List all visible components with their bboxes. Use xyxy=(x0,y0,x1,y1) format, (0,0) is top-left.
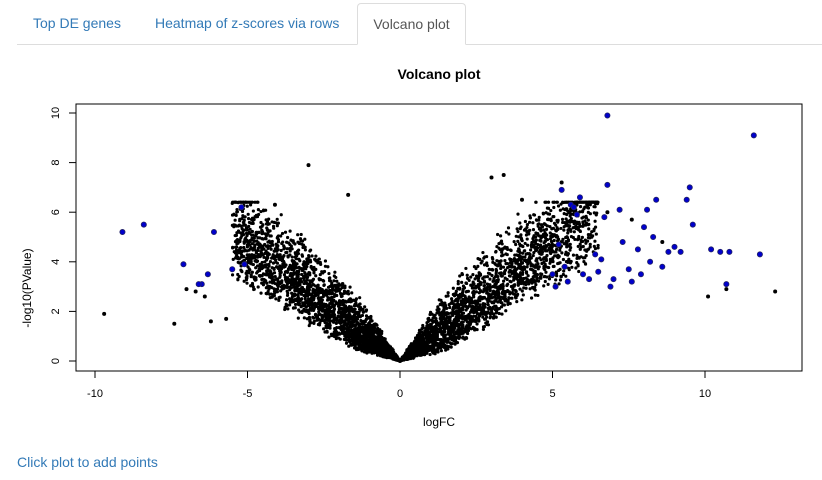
y-tick-label: 10 xyxy=(50,107,62,119)
highlighted-point xyxy=(610,276,617,283)
y-axis-label: -log10(PValue) xyxy=(20,248,34,327)
data-point xyxy=(224,316,229,321)
highlighted-point xyxy=(238,204,245,211)
data-point xyxy=(605,210,610,215)
highlighted-point xyxy=(683,196,690,203)
highlighted-point xyxy=(561,263,568,270)
data-point xyxy=(184,287,189,292)
highlighted-point xyxy=(677,248,684,255)
x-axis-label: logFC xyxy=(423,415,455,429)
tab-volcano-plot[interactable]: Volcano plot xyxy=(357,3,466,45)
data-point xyxy=(398,359,402,363)
highlighted-point xyxy=(195,281,202,288)
tab-heatmap-z-scores[interactable]: Heatmap of z-scores via rows xyxy=(155,15,340,31)
highlighted-point xyxy=(555,241,562,248)
y-tick-label: 8 xyxy=(50,160,62,166)
highlighted-point xyxy=(644,206,651,213)
highlighted-point xyxy=(119,229,126,236)
highlighted-point xyxy=(756,251,763,258)
highlighted-point xyxy=(140,221,147,228)
highlighted-point xyxy=(634,246,641,253)
data-point xyxy=(724,287,729,292)
highlighted-point xyxy=(241,261,248,268)
y-tick-label: 2 xyxy=(50,308,62,314)
x-tick-label: 5 xyxy=(549,388,555,400)
data-point xyxy=(202,294,207,299)
data-point xyxy=(520,197,524,202)
highlighted-point xyxy=(750,132,757,139)
x-axis: -10 -5 0 5 10 xyxy=(87,370,711,400)
highlighted-point xyxy=(549,271,556,278)
x-tick-label: -10 xyxy=(87,388,103,400)
highlighted-point xyxy=(586,276,593,283)
highlighted-point xyxy=(204,271,211,278)
x-tick-label: 10 xyxy=(699,388,711,400)
highlighted-point xyxy=(604,112,611,119)
data-point xyxy=(489,175,494,180)
highlighted-point xyxy=(659,263,666,270)
data-point xyxy=(501,173,506,177)
add-points-hint[interactable]: Click plot to add points xyxy=(17,454,158,470)
highlighted-point xyxy=(637,271,644,278)
highlighted-point xyxy=(616,206,623,213)
highlighted-point xyxy=(570,204,577,211)
data-point xyxy=(306,163,311,168)
y-tick-label: 4 xyxy=(50,259,62,265)
highlighted-point xyxy=(717,248,724,255)
x-tick-label: 0 xyxy=(397,388,403,400)
highlighted-point xyxy=(598,256,605,263)
plot-title: Volcano plot xyxy=(398,66,481,82)
data-point xyxy=(773,289,778,294)
data-point xyxy=(208,319,213,324)
highlighted-point xyxy=(552,283,559,290)
highlighted-point xyxy=(653,196,660,203)
highlighted-point xyxy=(650,233,657,240)
data-point xyxy=(629,217,634,222)
highlighted-point xyxy=(558,186,565,193)
highlighted-point xyxy=(641,224,648,231)
highlighted-point xyxy=(229,266,236,273)
data-point xyxy=(193,289,198,294)
y-tick-label: 0 xyxy=(50,358,62,364)
point-cloud xyxy=(230,200,600,363)
x-tick-label: -5 xyxy=(243,388,253,400)
data-point xyxy=(559,180,564,185)
data-points xyxy=(102,112,778,363)
data-point xyxy=(346,192,351,197)
tab-bar: Top DE genes Heatmap of z-scores via row… xyxy=(17,3,822,45)
highlighted-point xyxy=(601,214,608,221)
highlighted-point xyxy=(665,248,672,255)
data-point xyxy=(660,239,665,244)
highlighted-point xyxy=(723,281,730,288)
volcano-plot[interactable]: Volcano plot -10 -5 0 5 10 0 2 4 6 8 10 logFC -lo… xyxy=(0,50,822,440)
highlighted-point xyxy=(592,251,599,258)
data-point xyxy=(172,321,177,326)
highlighted-point xyxy=(625,266,632,273)
y-axis: 0 2 4 6 8 10 xyxy=(50,107,77,364)
highlighted-point xyxy=(647,258,654,265)
tab-top-de-genes[interactable]: Top DE genes xyxy=(33,15,121,31)
highlighted-point xyxy=(708,246,715,253)
highlighted-point xyxy=(180,261,187,268)
data-point xyxy=(102,311,107,316)
highlighted-point xyxy=(619,238,626,245)
y-tick-label: 6 xyxy=(50,209,62,215)
data-point xyxy=(706,294,711,299)
highlighted-point xyxy=(595,268,602,275)
highlighted-point xyxy=(671,243,678,250)
highlighted-point xyxy=(726,248,733,255)
highlighted-point xyxy=(628,278,635,285)
highlighted-point xyxy=(686,184,693,191)
highlighted-point xyxy=(576,194,583,201)
highlighted-point xyxy=(604,181,611,188)
highlighted-point xyxy=(573,211,580,218)
highlighted-point xyxy=(689,221,696,228)
data-point xyxy=(272,202,277,207)
highlighted-point xyxy=(564,278,571,285)
highlighted-point xyxy=(210,229,217,236)
highlighted-point xyxy=(580,271,587,278)
highlighted-point xyxy=(607,283,614,290)
